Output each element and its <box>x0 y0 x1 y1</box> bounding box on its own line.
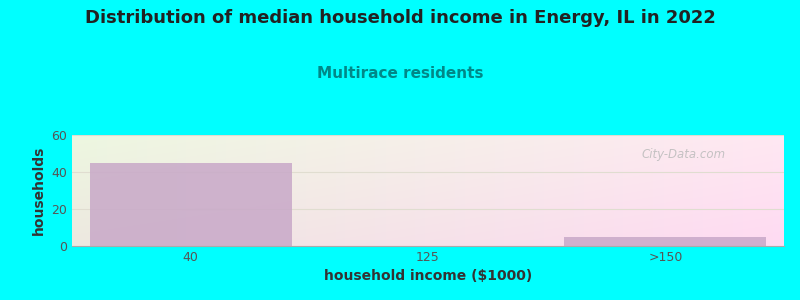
Text: Distribution of median household income in Energy, IL in 2022: Distribution of median household income … <box>85 9 715 27</box>
Text: City-Data.com: City-Data.com <box>642 148 726 161</box>
Bar <box>565 237 766 246</box>
Text: Multirace residents: Multirace residents <box>317 66 483 81</box>
X-axis label: household income ($1000): household income ($1000) <box>324 269 532 284</box>
Y-axis label: households: households <box>32 146 46 235</box>
Bar <box>90 163 291 246</box>
